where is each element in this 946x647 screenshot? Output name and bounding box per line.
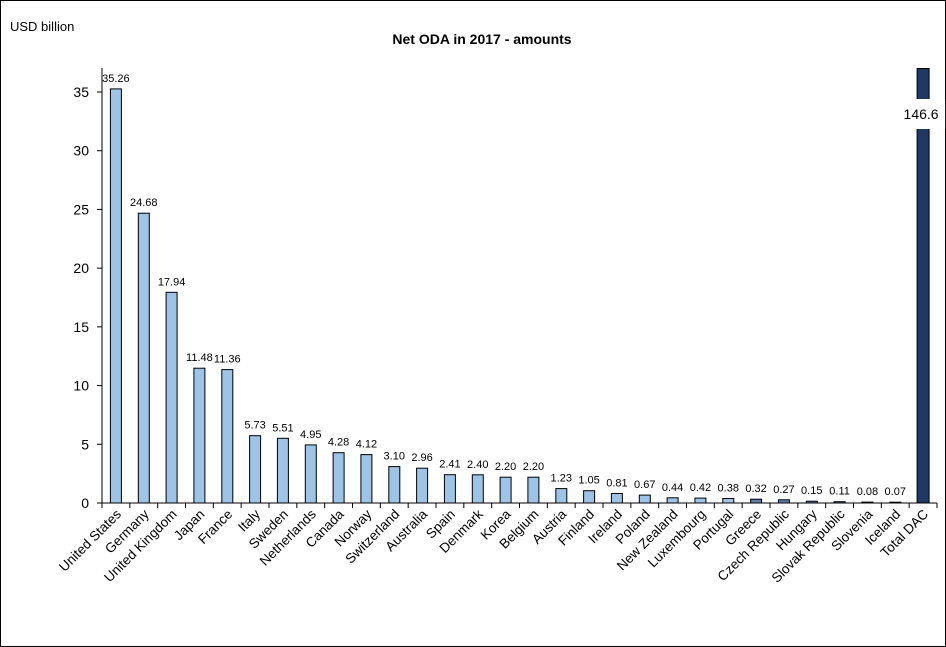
data-label: 11.36: [214, 354, 241, 366]
data-label: 5.51: [272, 422, 293, 434]
y-tick-label: 0: [81, 495, 89, 511]
data-label: 0.11: [829, 486, 850, 498]
y-tick-label: 35: [73, 84, 89, 100]
data-label: 0.32: [745, 483, 766, 495]
data-label: 2.96: [411, 452, 432, 464]
bar: [165, 291, 178, 504]
bar: [388, 466, 401, 504]
bar: [750, 498, 763, 504]
data-label: 3.10: [384, 451, 405, 463]
data-label: 0.42: [690, 482, 711, 494]
data-label: 2.41: [439, 459, 460, 471]
bar: [916, 68, 930, 504]
bar: [694, 497, 707, 504]
axes-layer: 0 5 10 15 20 25 30 35: [73, 68, 938, 511]
data-label: 17.94: [158, 276, 186, 288]
bar: [360, 454, 373, 504]
bar: [610, 493, 623, 504]
data-label: 0.15: [801, 485, 822, 497]
bar: [137, 212, 150, 504]
data-label: 0.44: [662, 482, 683, 494]
y-tick-label: 15: [73, 319, 89, 335]
data-label: 0.08: [857, 486, 878, 498]
data-label: 0.81: [606, 477, 627, 489]
data-label: 0.27: [773, 484, 794, 496]
data-label: 0.38: [718, 483, 739, 495]
bar: [527, 476, 540, 504]
y-tick-label: 10: [73, 378, 89, 394]
bar: [722, 498, 735, 504]
bar: [499, 476, 512, 504]
bar: [555, 488, 568, 504]
data-label: 11.48: [186, 352, 213, 364]
y-tick-label: 5: [81, 436, 89, 452]
bar: [332, 452, 345, 504]
y-tick-label: 20: [73, 260, 89, 276]
data-label: 2.20: [495, 461, 516, 473]
bar: [666, 497, 679, 504]
data-label: 4.95: [300, 429, 321, 441]
bar: [304, 444, 317, 504]
bar: [249, 435, 262, 504]
bar: [638, 494, 651, 504]
data-label: 0.07: [885, 486, 906, 498]
data-label: 5.73: [244, 420, 265, 432]
y-tick-label: 30: [73, 143, 89, 159]
bar: [193, 367, 206, 504]
bars-layer: [109, 68, 930, 504]
data-label: 2.20: [523, 461, 544, 473]
data-label: 0.67: [634, 479, 655, 491]
bar: [583, 490, 596, 504]
bar: [221, 369, 234, 504]
data-label: 24.68: [130, 197, 158, 209]
bar: [443, 474, 456, 504]
data-label: 2.40: [467, 459, 488, 471]
bar: [109, 88, 122, 504]
bar: [471, 474, 484, 504]
data-label: 1.23: [551, 473, 572, 485]
y-axis-unit: USD billion: [10, 19, 74, 34]
data-label: 4.12: [356, 439, 377, 451]
bar: [276, 437, 289, 504]
data-label: 4.28: [328, 437, 349, 449]
total-label-bg: [901, 99, 946, 129]
data-label: 146.6: [904, 106, 939, 122]
y-tick-label: 25: [73, 201, 89, 217]
data-label: 35.26: [102, 73, 130, 85]
bar: [416, 467, 429, 504]
chart-title: Net ODA in 2017 - amounts: [392, 31, 571, 47]
data-label: 1.05: [578, 475, 599, 487]
